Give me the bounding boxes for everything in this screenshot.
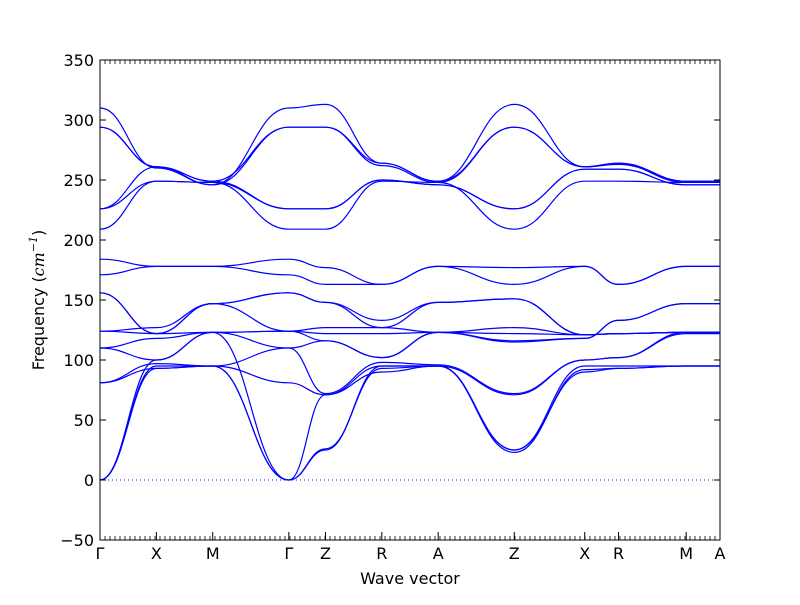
phonon-band-9: [99, 302, 720, 336]
phonon-band-3: [99, 331, 720, 481]
x-tick-label: Z: [320, 544, 331, 563]
x-tick-label: Z: [509, 544, 520, 563]
phonon-band-19: [99, 103, 720, 186]
x-tick-label: R: [613, 544, 624, 563]
y-tick-label: −50: [60, 531, 94, 550]
y-tick-label: 250: [63, 171, 94, 190]
phonon-band-5: [99, 331, 720, 395]
y-tick-label: 350: [63, 51, 94, 70]
phonon-band-15: [99, 168, 720, 210]
phonon-band-14: [99, 180, 720, 230]
x-tick-label: Γ: [284, 544, 293, 563]
x-tick-label: R: [376, 544, 387, 563]
y-tick-label: 150: [63, 291, 94, 310]
phonon-band-16: [99, 166, 720, 210]
y-tick-label: 300: [63, 111, 94, 130]
y-axis-title-prefix: Frequency (: [29, 276, 48, 370]
x-axis-title: Wave vector: [360, 569, 460, 588]
x-tick-label: A: [433, 544, 444, 563]
y-axis-title: Frequency (cm−1): [27, 230, 48, 371]
tick-layer: −50 0 50 100 150 200 250 300 350 Γ X M Γ Z R A Z X R M A: [60, 51, 725, 563]
plot-frame: [99, 59, 721, 541]
phonon-band-17: [99, 126, 720, 184]
x-tick-label: M: [679, 544, 693, 563]
y-tick-label: 50: [74, 411, 94, 430]
y-axis-title-unit: cm: [29, 252, 48, 276]
x-tick-label: X: [579, 544, 590, 563]
y-tick-label: 100: [63, 351, 94, 370]
phonon-band-18: [99, 126, 720, 186]
y-axis-title-suffix: ): [29, 230, 48, 236]
phonon-band-10: [99, 292, 720, 336]
x-tick-label: X: [151, 544, 162, 563]
phonon-band-1: [99, 365, 720, 481]
series-layer: [99, 103, 720, 481]
x-tick-label: A: [715, 544, 726, 563]
phonon-band-11: [99, 292, 720, 336]
y-tick-label: 0: [84, 471, 94, 490]
y-tick-label: 200: [63, 231, 94, 250]
x-tick-label: M: [206, 544, 220, 563]
phonon-band-2: [99, 365, 720, 481]
phonon-band-13: [99, 258, 720, 286]
y-axis-title-unit-exponent: −1: [27, 236, 40, 252]
x-tick-label: Γ: [96, 544, 105, 563]
